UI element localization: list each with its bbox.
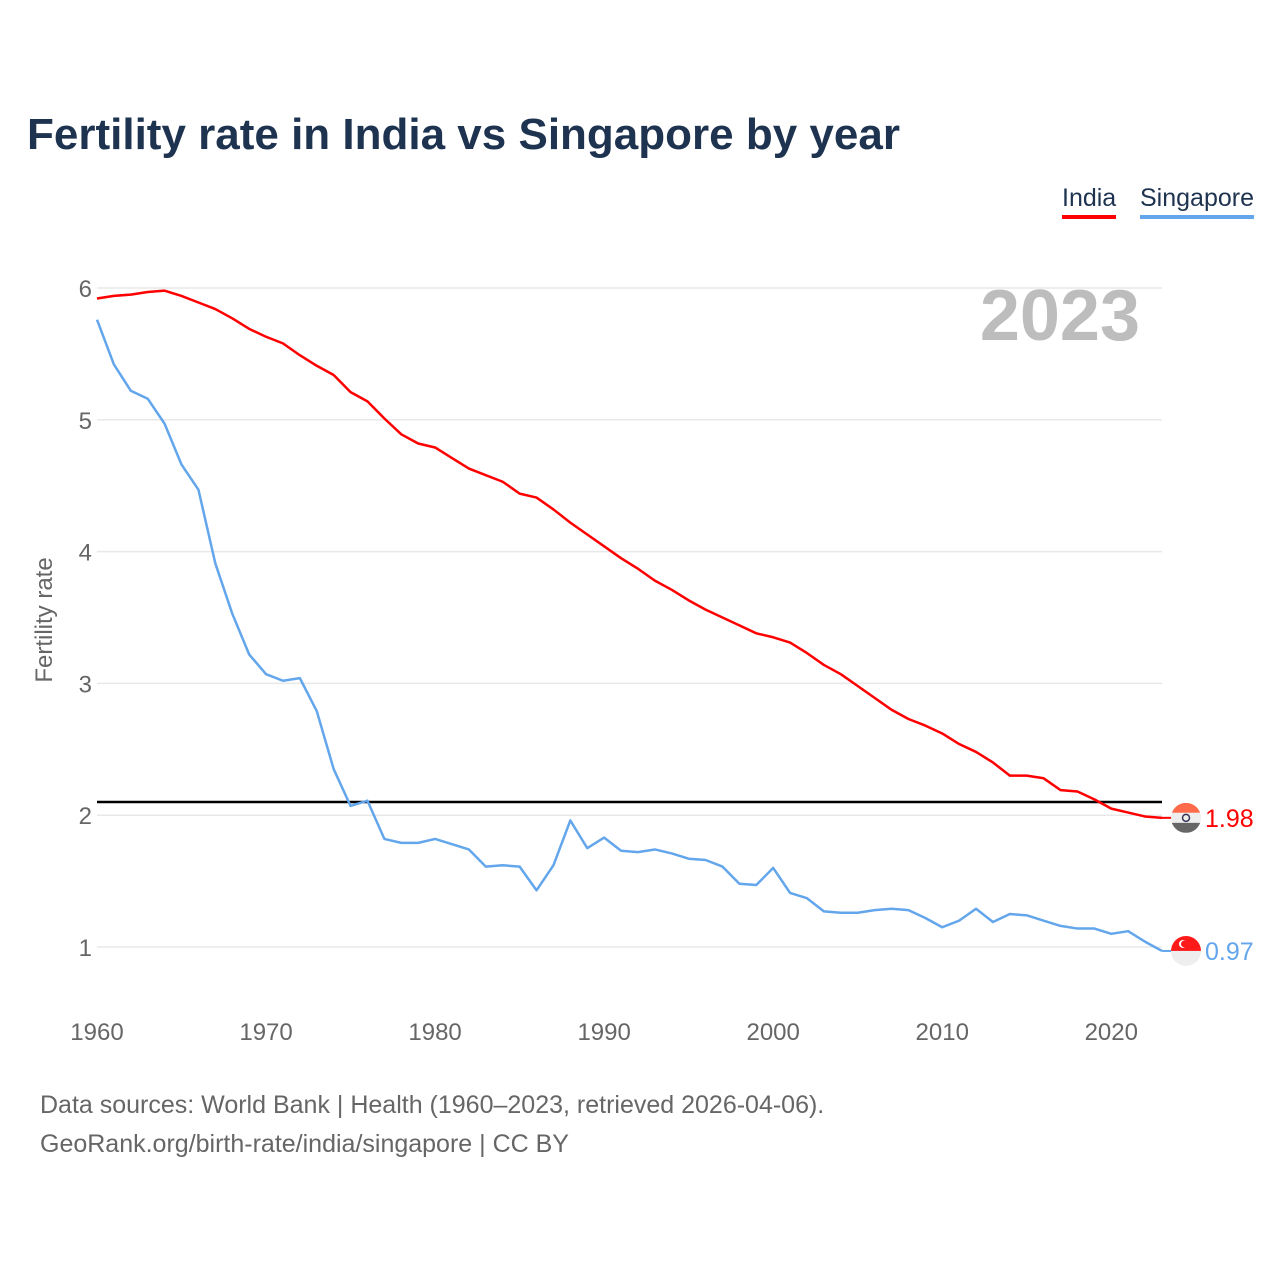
y-tick-label: 3 <box>79 671 92 698</box>
y-tick-label: 1 <box>79 935 92 962</box>
attribution-line[interactable]: GeoRank.org/birth-rate/india/singapore |… <box>40 1130 569 1158</box>
source-line: Data sources: World Bank | Health (1960–… <box>40 1091 825 1119</box>
y-axis-title: Fertility rate <box>31 557 58 682</box>
series-line-india <box>96 289 1163 820</box>
x-tick-label: 1990 <box>577 1019 630 1046</box>
singapore-flag-icon <box>1171 935 1201 966</box>
year-label: 2023 <box>980 276 1140 356</box>
india-flag-icon <box>1171 802 1201 833</box>
x-tick-label: 1960 <box>70 1019 123 1046</box>
x-tick-label: 1980 <box>408 1019 461 1046</box>
y-tick-label: 2 <box>79 803 92 830</box>
end-value-label-india: 1.98 <box>1205 805 1254 833</box>
x-tick-label: 2020 <box>1085 1019 1138 1046</box>
x-tick-label: 2000 <box>746 1019 799 1046</box>
x-tick-label: 2010 <box>916 1019 969 1046</box>
x-tick-label: 1970 <box>239 1019 292 1046</box>
y-tick-label: 6 <box>79 276 92 303</box>
end-value-label-singapore: 0.97 <box>1205 938 1254 966</box>
y-tick-label: 5 <box>79 408 92 435</box>
footer: Data sources: World Bank | Health (1960–… <box>40 1086 824 1164</box>
legend-singapore[interactable]: Singapore <box>1140 184 1254 219</box>
chart-title: Fertility rate in India vs Singapore by … <box>27 110 900 159</box>
y-tick-label: 4 <box>79 540 92 567</box>
legend-india[interactable]: India <box>1062 184 1117 219</box>
series-line-singapore <box>95 319 1163 953</box>
